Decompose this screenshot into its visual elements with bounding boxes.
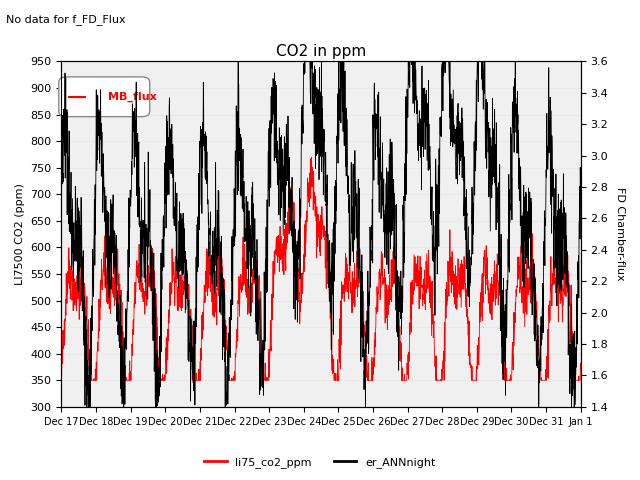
Y-axis label: FD Chamber-flux: FD Chamber-flux: [615, 187, 625, 281]
Text: MB_flux: MB_flux: [108, 92, 157, 102]
Text: No data for f_FD_Flux: No data for f_FD_Flux: [6, 14, 126, 25]
Legend: li75_co2_ppm, er_ANNnight: li75_co2_ppm, er_ANNnight: [200, 452, 440, 472]
FancyBboxPatch shape: [59, 77, 150, 117]
Y-axis label: LI7500 CO2 (ppm): LI7500 CO2 (ppm): [15, 183, 25, 285]
Title: CO2 in ppm: CO2 in ppm: [276, 44, 366, 59]
